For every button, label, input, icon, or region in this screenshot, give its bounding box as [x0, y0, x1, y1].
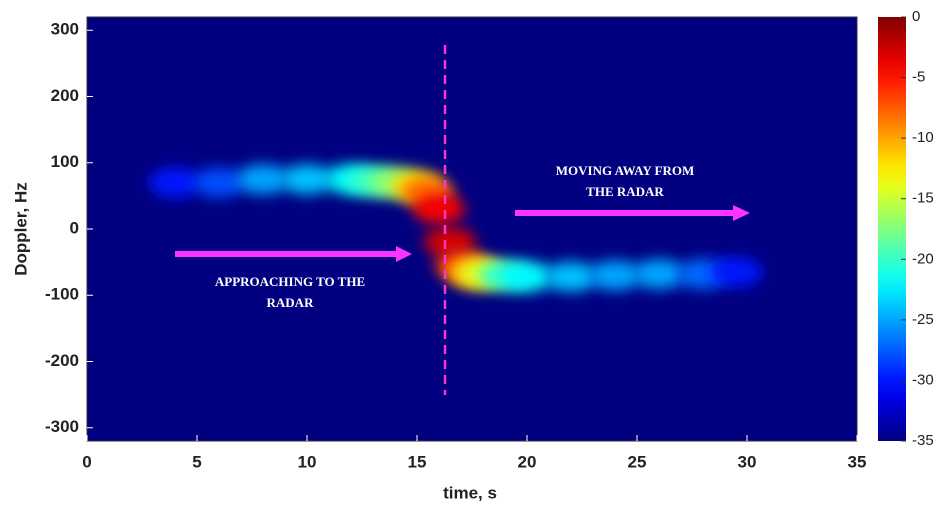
x-tick-label: 0	[82, 452, 91, 471]
x-tick-label: 10	[298, 452, 317, 471]
x-tick-label: 25	[628, 452, 647, 471]
x-tick-label: 5	[192, 452, 201, 471]
x-tick-label: 35	[848, 452, 867, 471]
annotation: THE RADAR	[586, 184, 664, 199]
colorbar-tick-label: -5	[912, 69, 925, 86]
colorbar-tick-label: 0	[912, 8, 920, 25]
colorbar	[878, 17, 906, 441]
arrows	[175, 205, 750, 262]
y-tick-label: 100	[51, 152, 79, 171]
y-tick-label: -300	[45, 417, 79, 436]
spectrogram	[149, 164, 762, 292]
signal-blob	[193, 167, 245, 198]
colorbar-tick-label: -15	[912, 190, 934, 207]
colorbar-tick-label: -30	[912, 371, 934, 388]
colorbar-tick-label: -35	[912, 432, 934, 449]
signal-blob	[501, 261, 553, 292]
signal-blob	[424, 227, 476, 258]
annotation: MOVING AWAY FROM	[556, 163, 694, 178]
signal-blob	[710, 257, 762, 288]
signal-blob	[589, 260, 641, 291]
x-tick-label: 20	[518, 452, 537, 471]
signal-blob	[633, 259, 685, 290]
plot-background	[87, 17, 857, 441]
x-axis-label: time, s	[443, 483, 497, 502]
annotation: RADAR	[267, 295, 315, 310]
signal-blob	[237, 164, 289, 195]
colorbar-tick-label: -10	[912, 129, 934, 146]
signal-blob	[413, 194, 465, 225]
y-tick-label: 0	[70, 218, 79, 237]
signal-blob	[281, 164, 333, 195]
signal-blob	[545, 261, 597, 292]
x-tick-label: 15	[408, 452, 427, 471]
annotation: APPROACHING TO THE	[215, 274, 365, 289]
y-axis-label: Doppler, Hz	[11, 182, 30, 276]
y-tick-label: -200	[45, 351, 79, 370]
y-tick-label: 300	[51, 20, 79, 39]
signal-blob	[149, 167, 201, 198]
colorbar-tick-label: -25	[912, 311, 934, 328]
y-tick-label: -100	[45, 285, 79, 304]
y-tick-label: 200	[51, 86, 79, 105]
colorbar-tick-label: -20	[912, 250, 934, 267]
x-tick-label: 30	[738, 452, 757, 471]
